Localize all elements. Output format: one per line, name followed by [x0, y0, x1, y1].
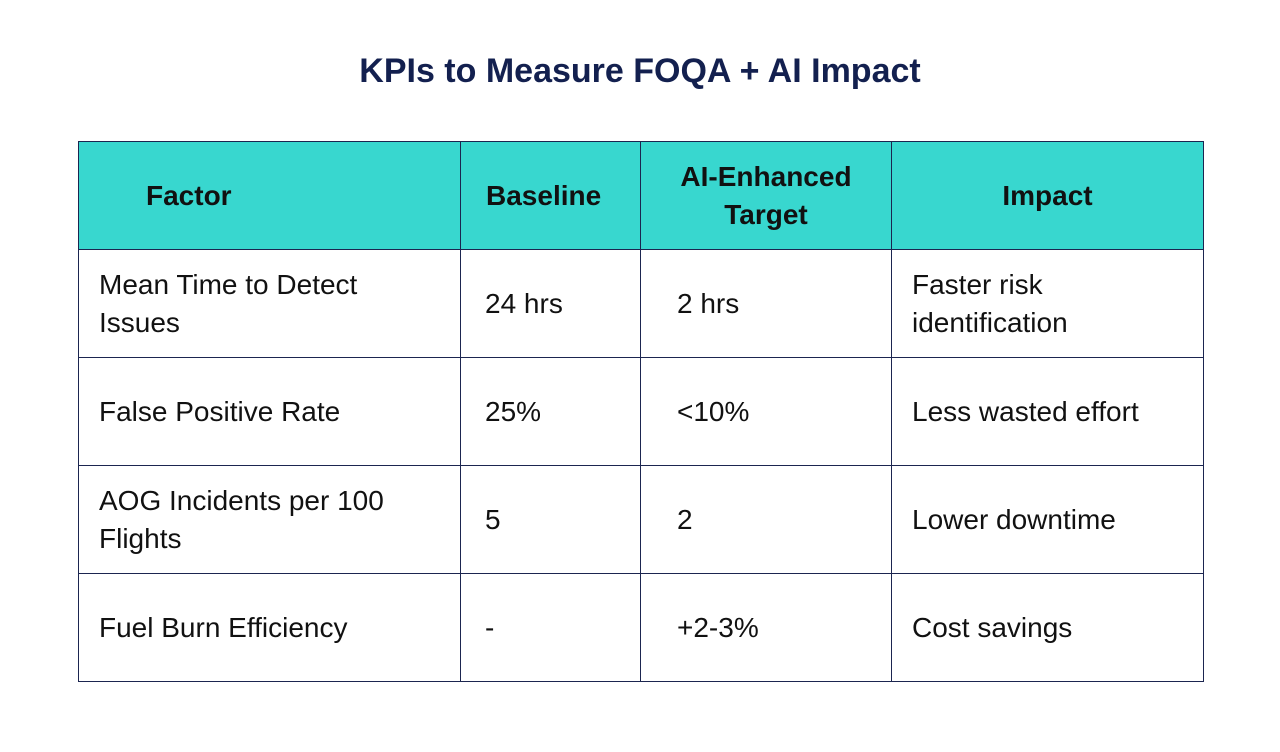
header-impact: Impact	[891, 141, 1204, 250]
table-row: False Positive Rate 25% <10% Less wasted ef…	[78, 357, 1204, 466]
cell-ai-target: <10%	[640, 357, 892, 466]
cell-impact: Cost savings	[891, 573, 1204, 682]
cell-baseline: 5	[460, 465, 641, 574]
header-factor: Factor	[78, 141, 461, 250]
header-baseline: Baseline	[460, 141, 641, 250]
cell-ai-target: 2	[640, 465, 892, 574]
page-title: KPIs to Measure FOQA + AI Impact	[359, 52, 921, 90]
cell-impact: Less wasted effort	[891, 357, 1204, 466]
table-row: AOG Incidents per 100 Flights 5 2 Lower dow…	[78, 465, 1204, 574]
table-header-row: Factor Baseline AI-Enhanced Target Impac…	[78, 141, 1204, 250]
cell-factor: False Positive Rate	[78, 357, 461, 466]
table-row: Fuel Burn Efficiency - +2-3% Cost savings	[78, 573, 1204, 682]
cell-factor: Fuel Burn Efficiency	[78, 573, 461, 682]
cell-factor: Mean Time to Detect Issues	[78, 249, 461, 358]
cell-baseline: 24 hrs	[460, 249, 641, 358]
header-ai-target: AI-Enhanced Target	[640, 141, 892, 250]
cell-baseline: 25%	[460, 357, 641, 466]
cell-ai-target: 2 hrs	[640, 249, 892, 358]
kpi-table: Factor Baseline AI-Enhanced Target Impac…	[78, 141, 1204, 682]
cell-impact: Lower downtime	[891, 465, 1204, 574]
cell-impact: Faster risk identification	[891, 249, 1204, 358]
cell-baseline: -	[460, 573, 641, 682]
cell-factor: AOG Incidents per 100 Flights	[78, 465, 461, 574]
cell-ai-target: +2-3%	[640, 573, 892, 682]
table-row: Mean Time to Detect Issues 24 hrs 2 hrs Fas…	[78, 249, 1204, 358]
